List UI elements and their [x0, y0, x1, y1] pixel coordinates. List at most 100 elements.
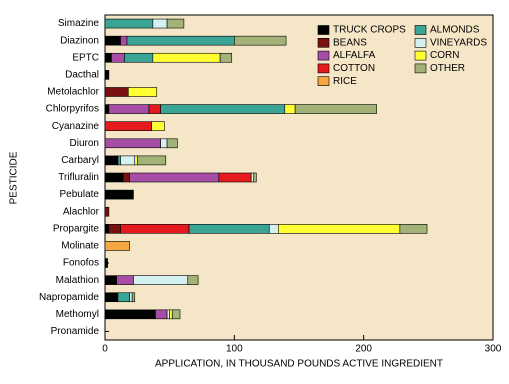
bar-segment	[129, 172, 220, 183]
legend-label: RICE	[333, 76, 357, 87]
y-tick-label: Pronamide	[51, 326, 100, 337]
legend-label: ALMONDS	[430, 25, 480, 36]
y-tick-label: Malathion	[56, 275, 99, 286]
y-axis-label: PESTICIDE	[9, 151, 20, 204]
bar-segment	[133, 275, 189, 285]
bar-segment	[253, 172, 257, 183]
bar-segment	[104, 87, 129, 97]
y-tick-label: Metolachlor	[47, 87, 99, 98]
legend-swatch	[414, 37, 427, 48]
bar-segment	[104, 35, 121, 46]
x-tick-label: 0	[102, 344, 108, 355]
y-tick-label: Diazinon	[60, 35, 99, 46]
bar-segment	[120, 224, 190, 234]
bar-segment	[166, 138, 178, 149]
bar-segment	[124, 52, 154, 63]
bar-segment	[122, 172, 130, 183]
bar-segment	[268, 224, 279, 234]
bar-segment	[152, 18, 168, 29]
legend-swatch	[317, 50, 330, 61]
bar-segment	[148, 104, 161, 114]
x-axis-label: APPLICATION, IN THOUSAND POUNDS ACTIVE I…	[155, 359, 443, 370]
bar-segment	[104, 172, 124, 183]
bar-segment	[131, 292, 136, 303]
x-tick-label: 100	[226, 344, 243, 355]
bar-segment	[120, 155, 136, 166]
legend-swatch	[317, 76, 330, 86]
bar-segment	[104, 70, 110, 80]
bar-segment	[104, 138, 161, 149]
bar-segment	[250, 172, 255, 183]
bar-segment	[399, 224, 428, 234]
legend-swatch	[414, 25, 427, 35]
bar-segment	[108, 224, 121, 234]
legend-swatch	[317, 25, 330, 35]
bar-segment	[151, 121, 165, 131]
bar-segment	[104, 121, 152, 131]
bar-segment	[134, 155, 138, 166]
bar-segment	[104, 241, 130, 251]
bar-segment	[111, 52, 125, 63]
y-tick-label: Simazine	[58, 18, 100, 29]
bar-segment	[127, 87, 158, 97]
bar-segment	[284, 104, 296, 114]
bar-segment	[219, 52, 233, 63]
bar-segment	[171, 309, 181, 320]
bar-segment	[104, 18, 154, 29]
bar-segment	[104, 104, 110, 114]
x-tick-label: 200	[355, 344, 372, 355]
bar-segment	[166, 309, 170, 320]
legend-swatch	[414, 50, 427, 61]
bar-segment	[117, 292, 130, 303]
legend-label: OTHER	[430, 63, 465, 74]
bar-segment	[278, 224, 401, 234]
bar-segment	[166, 18, 185, 29]
legend-label: CORN	[430, 50, 459, 61]
legend-label: TRUCK CROPS	[333, 25, 406, 36]
bar-segment	[152, 52, 221, 63]
bar-segment	[116, 275, 134, 285]
x-tick-label: 300	[485, 344, 502, 355]
bar-segment	[120, 35, 128, 46]
bar-segment	[104, 292, 119, 303]
bar-segment	[188, 224, 270, 234]
legend-swatch	[414, 63, 427, 74]
y-tick-label: Cyanazine	[52, 121, 100, 132]
y-tick-label: Diuron	[70, 138, 99, 149]
bar-segment	[104, 309, 156, 320]
y-tick-label: Trifluralin	[58, 172, 99, 183]
y-tick-label: Carbaryl	[61, 155, 99, 166]
y-tick-label: Alachlor	[63, 206, 100, 217]
bar-segment	[104, 275, 117, 285]
y-tick-label: Pebulate	[60, 189, 100, 200]
legend-swatch	[317, 37, 330, 48]
bar-segment	[126, 35, 235, 46]
legend-label: ALFALFA	[333, 50, 376, 61]
bar-segment	[108, 104, 150, 114]
bar-segment	[104, 52, 112, 63]
y-tick-label: Napropamide	[39, 292, 99, 303]
y-tick-label: Methomyl	[56, 309, 99, 320]
bar-segment	[129, 292, 133, 303]
legend-label: COTTON	[333, 63, 375, 74]
y-tick-label: Dacthal	[65, 70, 99, 81]
bar-segment	[160, 104, 286, 114]
bar-segment	[104, 189, 134, 200]
bar-segment	[234, 35, 287, 46]
legend-label: BEANS	[333, 37, 367, 48]
bar-segment	[104, 258, 108, 268]
y-tick-label: Molinate	[61, 241, 99, 252]
bar-segment	[294, 104, 377, 114]
bar-segment	[104, 155, 119, 166]
bar-segment	[117, 155, 121, 166]
y-tick-label: Fonofos	[63, 258, 99, 269]
bar-segment	[104, 224, 110, 234]
bar-segment	[137, 155, 167, 166]
bar-segment	[169, 309, 173, 320]
bar-segment	[218, 172, 252, 183]
bar-segment	[104, 206, 110, 217]
y-tick-label: Chlorpyrifos	[46, 104, 99, 115]
y-tick-label: Propargite	[53, 223, 100, 234]
y-tick-label: EPTC	[72, 52, 99, 63]
